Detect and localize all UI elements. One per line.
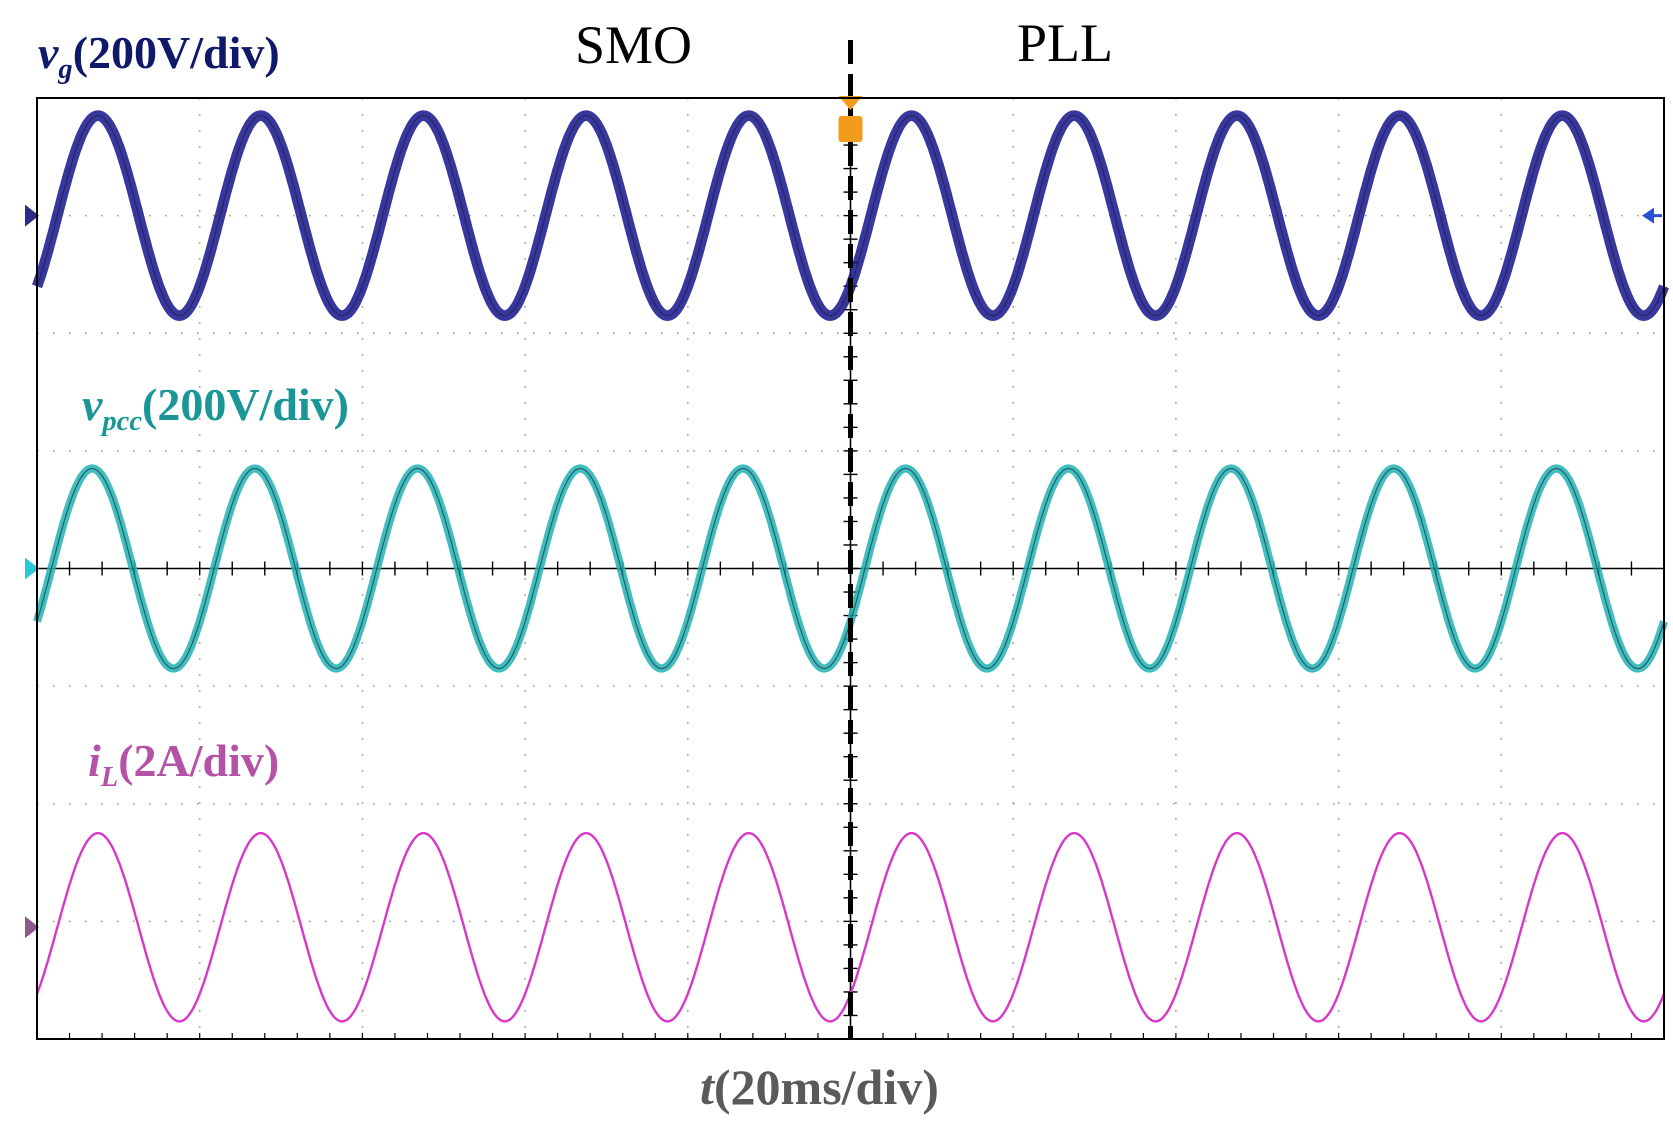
series-label-var: v [38, 27, 59, 78]
series-label-scale: (200V/div) [142, 379, 349, 430]
ref-arrow-icon [1642, 207, 1654, 224]
series-label-scale: (200V/div) [72, 27, 280, 78]
series-label-v_g: vg(200V/div) [38, 26, 280, 86]
channel-marker-ch2 [25, 557, 39, 580]
channel-marker-ch3 [25, 916, 39, 939]
mode-label-after: PLL [1017, 13, 1114, 73]
plot-frame [36, 97, 1665, 1040]
series-label-scale: (2A/div) [118, 735, 280, 786]
series-label-sub: pcc [102, 405, 142, 437]
series-label-sub: L [100, 761, 119, 793]
x-axis-scale: (20ms/div) [713, 1059, 939, 1115]
series-label-v_pcc: vpcc(200V/div) [82, 378, 349, 438]
series-label-var: v [82, 379, 103, 430]
channel-markers [25, 204, 1662, 939]
mode-label-before: SMO [575, 15, 693, 75]
series-label-var: i [88, 735, 101, 786]
trigger-level-icon [838, 116, 863, 142]
x-axis-label: t(20ms/div) [700, 1058, 939, 1116]
switch-marker [838, 40, 863, 1039]
series-label-sub: g [58, 53, 73, 85]
series-label-i_L: iL(2A/div) [88, 734, 279, 794]
trigger-marker-icon [838, 96, 863, 110]
channel-marker-ch1 [25, 204, 39, 227]
x-axis-var: t [700, 1059, 714, 1115]
